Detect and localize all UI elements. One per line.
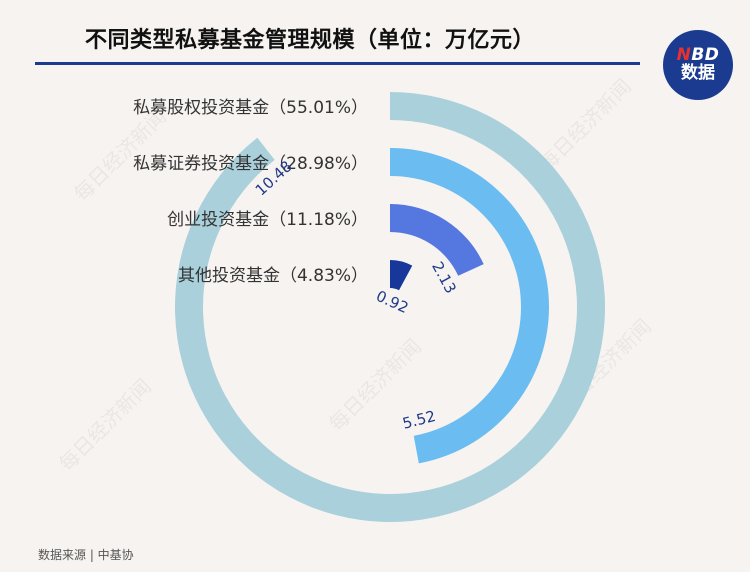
category-label-1: 私募股权投资基金（55.01%） bbox=[133, 98, 368, 118]
bar-3 bbox=[390, 204, 484, 276]
watermark-2: 每日经济新闻 bbox=[534, 74, 636, 176]
value-label-2: 5.52 bbox=[401, 407, 438, 433]
bar-2 bbox=[390, 148, 549, 464]
category-label-2: 私募证券投资基金（28.98%） bbox=[133, 154, 368, 174]
logo-bottom-text: 数据 bbox=[681, 63, 715, 83]
watermark-5: 每日经济新闻 bbox=[54, 374, 156, 476]
data-source: 数据来源 | 中基协 bbox=[38, 548, 134, 562]
category-labels: 私募股权投资基金（55.01%） 私募证券投资基金（28.98%） 创业投资基金（1… bbox=[133, 98, 368, 286]
chart-title: 不同类型私募基金管理规模（单位：万亿元） bbox=[85, 28, 536, 53]
category-label-4: 其他投资基金（4.83%） bbox=[178, 266, 368, 286]
title-underline bbox=[35, 62, 640, 65]
bar-4 bbox=[390, 260, 413, 291]
nbd-logo: NBD 数据 bbox=[663, 30, 733, 100]
logo-accent-letter: N bbox=[676, 45, 692, 66]
bars-layer bbox=[175, 92, 605, 522]
logo-top-rest: BD bbox=[691, 45, 720, 66]
logo-top-text: NBD bbox=[676, 45, 720, 66]
category-label-3: 创业投资基金（11.18%） bbox=[167, 210, 368, 230]
value-label-4: 0.92 bbox=[373, 287, 411, 317]
